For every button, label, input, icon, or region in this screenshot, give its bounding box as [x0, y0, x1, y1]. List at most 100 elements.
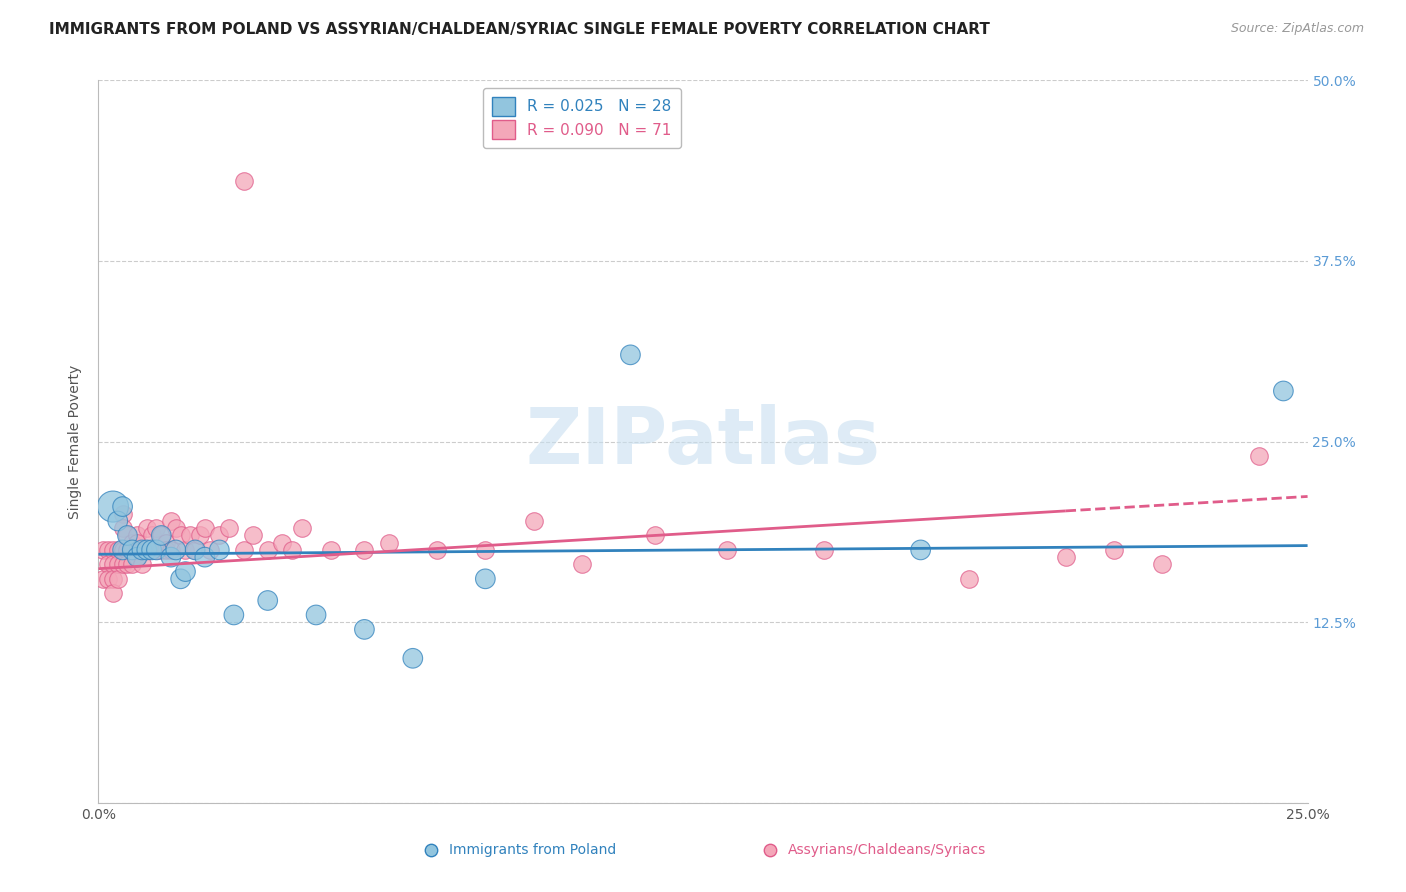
Point [174, 542, 197, 557]
Point [957, 572, 980, 586]
Point [174, 565, 197, 579]
Point [111, 558, 134, 572]
Point [97, 542, 120, 557]
Point [271, 535, 294, 549]
Point [353, 542, 375, 557]
Point [218, 521, 240, 535]
Point [141, 542, 163, 557]
Point [121, 558, 143, 572]
Point [377, 535, 399, 549]
Point [208, 542, 231, 557]
Legend: R = 0.025   N = 28, R = 0.090   N = 71: R = 0.025 N = 28, R = 0.090 N = 71 [484, 88, 681, 148]
Point [155, 535, 177, 549]
Point [474, 572, 496, 586]
Point [281, 542, 304, 557]
Point [127, 550, 149, 565]
Point [194, 521, 217, 535]
Point [107, 572, 129, 586]
Point [150, 528, 173, 542]
Point [169, 528, 191, 542]
Point [910, 542, 932, 557]
Point [150, 528, 173, 542]
Text: ZIPatlas: ZIPatlas [526, 403, 880, 480]
Point [179, 528, 201, 542]
Point [127, 550, 149, 565]
Text: Source: ZipAtlas.com: Source: ZipAtlas.com [1230, 22, 1364, 36]
Point [117, 542, 139, 557]
Point [256, 593, 278, 607]
Point [101, 500, 124, 514]
Point [160, 550, 183, 565]
Point [1272, 384, 1295, 398]
Point [135, 542, 157, 557]
Point [184, 542, 207, 557]
Point [1102, 542, 1125, 557]
Point [165, 542, 187, 557]
Point [1054, 550, 1077, 565]
Point [402, 651, 425, 665]
Point [127, 528, 149, 542]
Point [131, 542, 153, 557]
Point [188, 528, 211, 542]
Point [474, 542, 496, 557]
Point [160, 514, 183, 528]
Point [426, 542, 449, 557]
Point [97, 572, 120, 586]
Point [232, 174, 254, 188]
Point [111, 542, 134, 557]
Point [619, 348, 641, 362]
Point [101, 572, 124, 586]
Point [101, 542, 124, 557]
Point [198, 542, 221, 557]
Point [184, 542, 207, 557]
Point [141, 542, 163, 557]
Point [111, 542, 134, 557]
Point [165, 521, 187, 535]
Text: Immigrants from Poland: Immigrants from Poland [449, 843, 616, 856]
Point [813, 542, 835, 557]
Point [107, 514, 129, 528]
Point [194, 550, 217, 565]
Point [117, 528, 139, 542]
Point [256, 542, 278, 557]
Point [305, 607, 328, 622]
Point [117, 528, 139, 542]
Point [208, 528, 231, 542]
Point [232, 542, 254, 557]
Point [111, 507, 134, 521]
Point [91, 542, 114, 557]
Point [716, 542, 738, 557]
Point [523, 514, 546, 528]
Point [135, 521, 157, 535]
Point [117, 558, 139, 572]
Text: IMMIGRANTS FROM POLAND VS ASSYRIAN/CHALDEAN/SYRIAC SINGLE FEMALE POVERTY CORRELA: IMMIGRANTS FROM POLAND VS ASSYRIAN/CHALD… [49, 22, 990, 37]
Point [97, 558, 120, 572]
Point [1152, 558, 1174, 572]
Point [242, 528, 264, 542]
Point [101, 586, 124, 600]
Point [135, 542, 157, 557]
Point [145, 521, 167, 535]
Point [141, 528, 163, 542]
Point [121, 542, 143, 557]
Point [222, 607, 245, 622]
Text: Assyrians/Chaldeans/Syriacs: Assyrians/Chaldeans/Syriacs [787, 843, 986, 856]
Point [571, 558, 593, 572]
Point [319, 542, 342, 557]
Point [91, 572, 114, 586]
Point [121, 535, 143, 549]
Point [290, 521, 312, 535]
Point [127, 535, 149, 549]
Point [111, 500, 134, 514]
Point [107, 558, 129, 572]
Point [101, 558, 124, 572]
Point [169, 572, 191, 586]
Point [145, 542, 167, 557]
Point [121, 542, 143, 557]
Point [1249, 449, 1271, 463]
Point [145, 542, 167, 557]
Y-axis label: Single Female Poverty: Single Female Poverty [69, 365, 83, 518]
Point [644, 528, 666, 542]
Point [131, 558, 153, 572]
Point [111, 521, 134, 535]
